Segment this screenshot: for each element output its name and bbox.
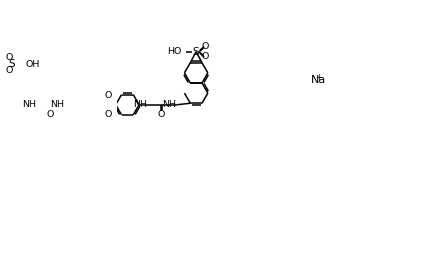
Text: O: O — [6, 66, 13, 75]
Text: NH: NH — [22, 100, 36, 109]
Text: Na: Na — [311, 75, 326, 85]
Text: +: + — [315, 73, 321, 82]
Text: OH: OH — [25, 60, 39, 69]
Text: HO: HO — [167, 47, 182, 56]
Text: O: O — [105, 110, 112, 119]
Text: NH: NH — [50, 100, 64, 109]
Text: O: O — [202, 52, 209, 61]
Text: S: S — [8, 59, 15, 69]
Text: O: O — [6, 53, 13, 62]
Text: O: O — [105, 91, 112, 100]
Text: NH: NH — [162, 100, 176, 109]
Text: O: O — [46, 110, 54, 119]
Text: O: O — [202, 42, 209, 51]
Text: NH: NH — [133, 100, 147, 109]
Text: S: S — [193, 47, 199, 57]
Text: O: O — [157, 110, 165, 119]
